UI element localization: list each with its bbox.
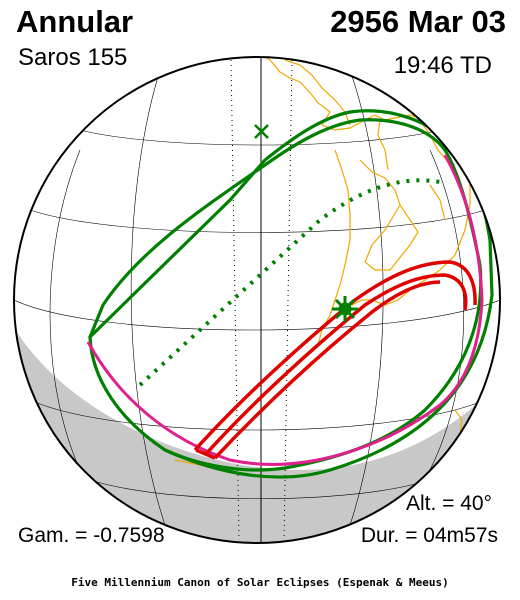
eclipse-type-title: Annular <box>16 4 134 39</box>
altitude-value: Alt. = 40° <box>405 492 492 515</box>
central-path <box>193 260 477 460</box>
coastlines <box>174 57 471 471</box>
central-line <box>138 178 441 387</box>
gamma-value: Gam. = -0.7598 <box>18 524 165 547</box>
x-marker-icon <box>254 124 269 139</box>
graticule <box>14 69 500 541</box>
star-marker-icon <box>332 296 358 322</box>
rise-set-curve <box>86 154 484 466</box>
saros-label: Saros 155 <box>18 44 128 71</box>
credit-line: Five Millennium Canon of Solar Eclipses … <box>71 576 449 589</box>
duration-value: Dur. = 04m57s <box>360 524 498 547</box>
eclipse-date: 2956 Mar 03 <box>330 4 506 39</box>
globe <box>14 57 500 543</box>
eclipse-time: 19:46 TD <box>393 52 492 79</box>
globe-outline <box>13 56 501 544</box>
